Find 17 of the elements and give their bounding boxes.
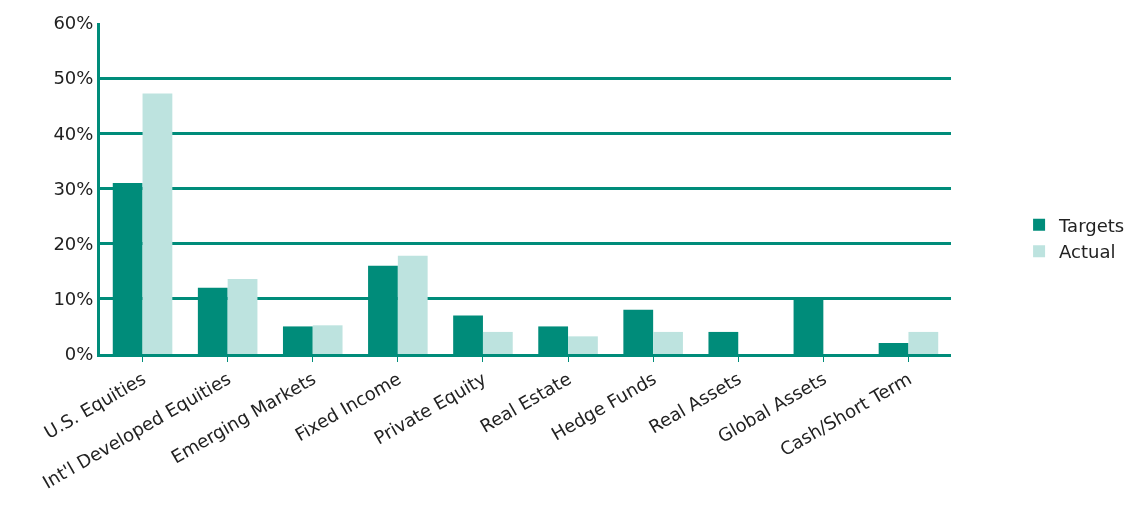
bar — [908, 331, 939, 354]
bar — [482, 331, 513, 354]
y-tick-label: 50% — [53, 67, 94, 89]
bar — [142, 93, 173, 354]
legend-label: Targets — [1058, 214, 1125, 236]
bar — [227, 278, 258, 354]
y-tick-label: 40% — [53, 122, 94, 144]
y-tick-label: 30% — [53, 177, 94, 199]
bar — [397, 255, 428, 354]
y-tick-label: 10% — [53, 288, 94, 310]
legend-label: Actual — [1059, 241, 1116, 263]
bar — [568, 336, 598, 354]
y-tick-label: 20% — [53, 232, 94, 254]
y-tick-label: 0% — [64, 343, 94, 365]
bar — [312, 325, 343, 354]
y-tick-label: 60% — [53, 12, 94, 34]
bar — [653, 331, 683, 354]
